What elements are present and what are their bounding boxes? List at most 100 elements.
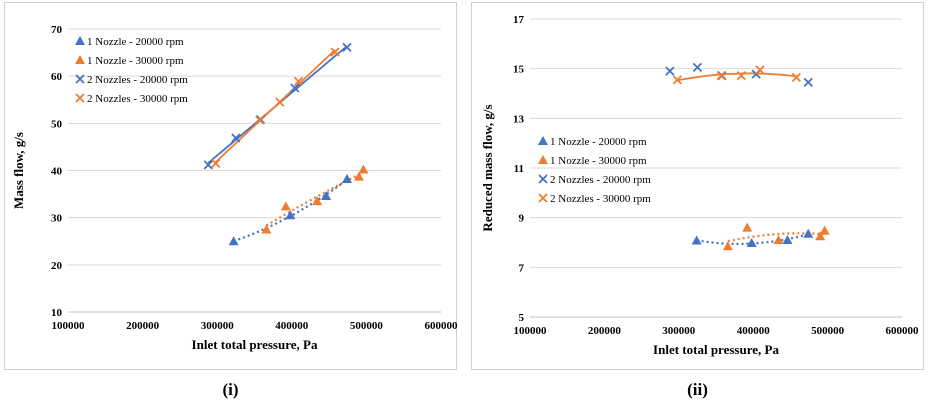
data-point-1-nozzle-20000-rpm [342, 173, 353, 183]
x-axis-title: Inlet total pressure, Pa [192, 337, 318, 352]
x-marker-stroke [692, 62, 703, 73]
x-marker-stroke [803, 77, 813, 87]
data-point-1-nozzle-20000-rpm [321, 190, 332, 200]
data-point-1-nozzle-30000-rpm [773, 235, 784, 245]
data-point-2-nozzles-30000-rpm [736, 70, 746, 81]
x-tick-label: 200000 [126, 320, 160, 332]
data-point-2-nozzles-30000-rpm [293, 76, 304, 86]
data-point-2-nozzles-20000-rpm [290, 83, 300, 93]
x-marker-stroke [290, 83, 300, 93]
reduced-mass-flow-chart: 5 7 9 11 13 15 17 100000 200000 300000 400000 50000… [480, 14, 919, 357]
data-point-2-nozzles-30000-rpm [275, 97, 285, 107]
x-marker-stroke [255, 115, 265, 125]
trendline-2-nozzles-30000-rpm [677, 72, 797, 82]
legend-marker-triangle [538, 155, 548, 164]
y-tick-label: 40 [51, 166, 63, 178]
data-point-1-nozzle-20000-rpm [691, 235, 702, 245]
data-point-1-nozzle-30000-rpm [819, 225, 830, 235]
x-tick-label: 400000 [737, 325, 771, 337]
y-tick-label: 7 [519, 262, 525, 274]
legend-label: 2 Nozzles - 30000 rpm [550, 193, 651, 205]
x-axis-title: Inlet total pressure, Pa [653, 342, 779, 357]
y-tick-label: 50 [51, 118, 63, 130]
y-tick-label: 9 [519, 213, 525, 225]
data-point-1-nozzle-20000-rpm [782, 235, 793, 245]
caption-ii: (ii) [687, 380, 708, 399]
trendline-1-nozzle-30000-rpm [265, 171, 364, 227]
chart-panel-mass-flow: 10 20 30 40 50 60 70 100000 200000 300000 400000 50… [4, 2, 459, 370]
data-point-1-nozzle-30000-rpm [280, 201, 291, 211]
data-point-1-nozzle-20000-rpm [746, 237, 757, 247]
legend-label: 2 Nozzles - 30000 rpm [87, 93, 188, 105]
x-tick-label: 200000 [588, 325, 622, 337]
legend-label: 1 Nozzle - 30000 rpm [87, 55, 184, 67]
data-point-2-nozzles-30000-rpm [211, 158, 221, 169]
legend-label: 1 Nozzle - 30000 rpm [550, 155, 647, 167]
data-point-2-nozzles-20000-rpm [692, 62, 703, 73]
data-point-1-nozzle-20000-rpm [803, 228, 814, 238]
x-marker-stroke [736, 70, 746, 81]
legend: 1 Nozzle - 20000 rpm 1 Nozzle - 30000 rpm… [538, 136, 651, 205]
legend-marker-x [538, 193, 548, 203]
y-tick-label: 60 [51, 71, 63, 83]
data-point-1-nozzle-30000-rpm [312, 196, 323, 206]
legend-marker-x [75, 93, 85, 103]
x-marker-stroke [672, 75, 682, 85]
caption-i: (i) [222, 380, 239, 399]
data-point-1-nozzle-20000-rpm [228, 236, 239, 246]
data-point-2-nozzles-20000-rpm [665, 66, 675, 76]
x-tick-label: 600000 [425, 320, 459, 332]
y-tick-label: 30 [51, 213, 63, 225]
data-point-2-nozzles-20000-rpm [231, 133, 241, 143]
y-tick-label: 17 [513, 14, 525, 26]
legend: 1 Nozzle - 20000 rpm 1 Nozzle - 30000 rpm… [75, 36, 188, 105]
legend-marker-triangle [75, 36, 85, 45]
data-point-1-nozzle-30000-rpm [353, 171, 364, 181]
y-axis-title: Reduced mass flow, g/s [480, 104, 495, 231]
data-point-2-nozzles-30000-rpm [255, 115, 265, 125]
x-tick-label: 100000 [514, 325, 548, 337]
data-point-2-nozzles-30000-rpm [330, 47, 340, 57]
data-point-2-nozzles-20000-rpm [342, 42, 352, 53]
x-marker-stroke [203, 160, 213, 170]
trendline-1-nozzle-20000-rpm [233, 178, 348, 243]
x-marker-stroke [665, 66, 675, 76]
x-tick-label: 500000 [811, 325, 845, 337]
legend-label: 2 Nozzles - 20000 rpm [550, 174, 651, 186]
y-tick-label: 11 [514, 163, 524, 175]
y-tick-label: 70 [51, 24, 63, 36]
x-marker-stroke [791, 72, 801, 82]
x-marker-stroke [231, 133, 241, 143]
y-tick-label: 20 [51, 260, 63, 272]
data-point-2-nozzles-20000-rpm [803, 77, 813, 87]
x-tick-label: 400000 [275, 320, 309, 332]
x-tick-label: 300000 [201, 320, 235, 332]
x-tick-label: 100000 [52, 320, 86, 332]
trendline-2-nozzles-30000-rpm [215, 49, 336, 163]
x-marker-stroke [716, 70, 726, 81]
x-marker-stroke [211, 158, 221, 169]
legend-label: 1 Nozzle - 20000 rpm [550, 136, 647, 148]
x-tick-label: 300000 [662, 325, 696, 337]
legend-marker-x [538, 174, 548, 184]
legend-label: 1 Nozzle - 20000 rpm [87, 36, 184, 48]
data-point-1-nozzle-30000-rpm [358, 164, 369, 174]
x-marker-stroke [342, 42, 352, 53]
data-point-2-nozzles-30000-rpm [672, 75, 682, 85]
data-point-2-nozzles-30000-rpm [791, 72, 801, 82]
data-point-1-nozzle-30000-rpm [742, 222, 753, 232]
x-marker-stroke [330, 47, 340, 57]
x-tick-label: 500000 [350, 320, 384, 332]
y-tick-label: 13 [513, 113, 525, 125]
data-point-1-nozzle-30000-rpm [261, 224, 272, 234]
data-point-1-nozzle-30000-rpm [815, 231, 826, 241]
y-tick-label: 5 [519, 312, 525, 324]
data-point-2-nozzles-30000-rpm [716, 70, 726, 81]
data-point-1-nozzle-30000-rpm [722, 241, 733, 251]
legend-marker-triangle [538, 136, 548, 145]
legend-marker-x [75, 74, 85, 84]
data-point-2-nozzles-30000-rpm [755, 65, 765, 75]
x-marker-stroke [293, 76, 304, 86]
y-tick-label: 10 [51, 307, 63, 319]
y-axis-title: Mass flow, g/s [11, 132, 26, 209]
